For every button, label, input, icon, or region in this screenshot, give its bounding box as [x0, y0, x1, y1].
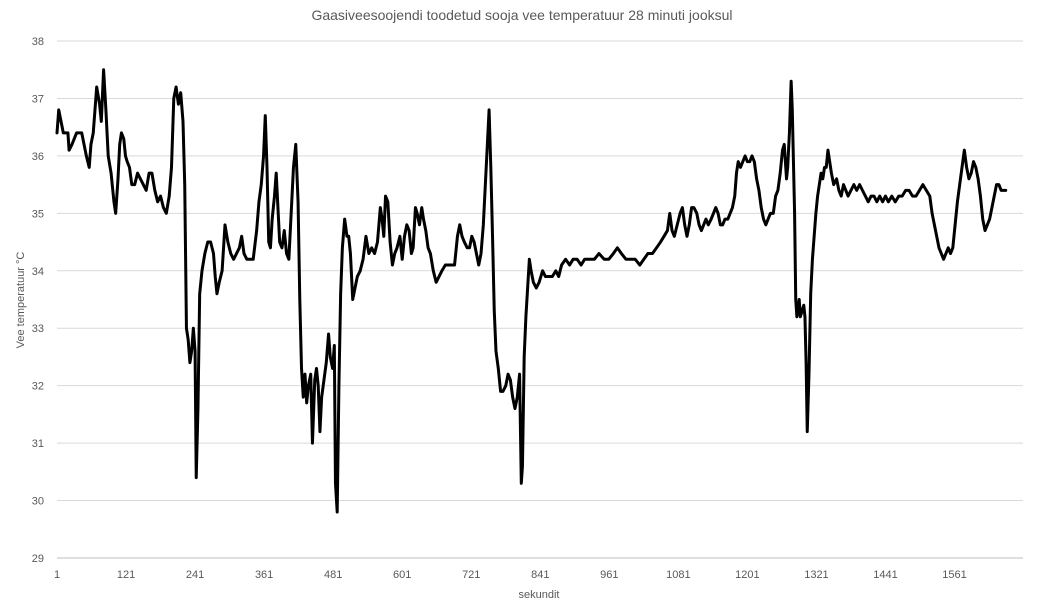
- y-axis-label: Vee temperatuur °C: [15, 252, 27, 349]
- y-tick-label: 32: [32, 381, 44, 393]
- y-tick-label: 31: [32, 438, 44, 450]
- y-tick-label: 35: [32, 208, 44, 220]
- y-axis-ticks: 29 30 31 32 33 34 35 36 37 38: [32, 36, 44, 565]
- y-tick-label: 34: [32, 266, 44, 278]
- x-tick-label: 1441: [873, 569, 897, 581]
- x-tick-label: 841: [531, 569, 549, 581]
- x-tick-label: 1321: [804, 569, 828, 581]
- series-line: [55, 68, 1008, 514]
- series-group: [55, 68, 1008, 514]
- x-tick-label: 481: [324, 569, 342, 581]
- y-tick-label: 29: [32, 553, 44, 565]
- x-tick-label: 961: [600, 569, 618, 581]
- x-axis-ticks: 1 121 241 361 481 601 721 841 961 1081 1201 1321 144…: [54, 569, 967, 581]
- x-tick-label: 721: [462, 569, 480, 581]
- x-tick-label: 241: [186, 569, 204, 581]
- x-tick-label: 601: [393, 569, 411, 581]
- chart-title: Gaasiveesoojendi toodetud sooja vee temp…: [311, 7, 732, 23]
- x-tick-label: 361: [255, 569, 273, 581]
- x-tick-label: 1561: [942, 569, 966, 581]
- gridlines: [57, 40, 1023, 559]
- x-tick-label: 1201: [735, 569, 759, 581]
- y-tick-label: 33: [32, 323, 44, 335]
- y-tick-label: 38: [32, 36, 44, 48]
- y-tick-label: 37: [32, 93, 44, 105]
- x-tick-label: 1081: [666, 569, 690, 581]
- y-tick-label: 30: [32, 496, 44, 508]
- x-tick-label: 1: [54, 569, 60, 581]
- x-tick-label: 121: [117, 569, 135, 581]
- y-tick-label: 36: [32, 151, 44, 163]
- x-axis-label: sekundit: [519, 589, 560, 601]
